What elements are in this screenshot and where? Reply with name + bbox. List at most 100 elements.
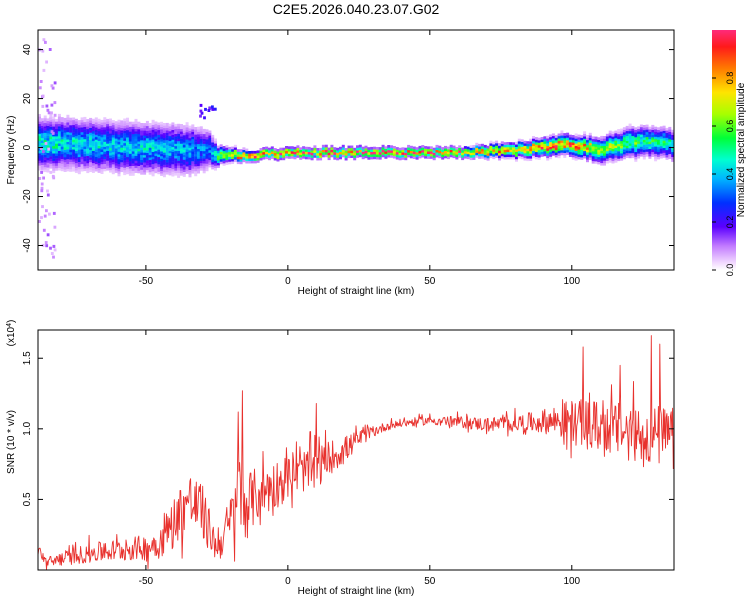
- heatmap-cell: [358, 152, 362, 155]
- heatmap-cell: [123, 123, 127, 127]
- heatmap-cell: [415, 157, 419, 160]
- snr-y-ticks: 0.51.01.5: [22, 351, 674, 506]
- heatmap-cell: [114, 121, 118, 124]
- heatmap-cell: [89, 135, 93, 138]
- heatmap-cell: [55, 138, 58, 142]
- heatmap-cell: [492, 144, 496, 147]
- heatmap-cell: [128, 141, 132, 144]
- heatmap-cell: [571, 142, 575, 146]
- heatmap-cell: [191, 153, 195, 157]
- heatmap-cell: [40, 162, 44, 165]
- heatmap-cell: [185, 158, 189, 162]
- heatmap-cell: [111, 147, 115, 150]
- heatmap-cell: [120, 154, 124, 158]
- heatmap-cell: [211, 139, 215, 143]
- heatmap-cell: [662, 147, 666, 151]
- heatmap-cell: [60, 131, 64, 135]
- heatmap-cell: [651, 127, 655, 130]
- heatmap-cell: [563, 140, 567, 144]
- heatmap-cell: [165, 125, 169, 129]
- heatmap-cell: [86, 160, 90, 164]
- heatmap-cell: [197, 158, 200, 162]
- heatmap-cell: [145, 125, 149, 129]
- heatmap-cell: [157, 161, 161, 165]
- heatmap-cell: [143, 164, 147, 168]
- heatmap-cell: [651, 154, 655, 157]
- heatmap-cell: [185, 141, 189, 145]
- heatmap-cell: [506, 154, 510, 157]
- heatmap-cell: [123, 160, 127, 163]
- heatmap-cell: [662, 142, 666, 146]
- heatmap-cell: [463, 155, 467, 159]
- heatmap-cell: [145, 155, 149, 158]
- heatmap-cell: [568, 139, 572, 143]
- heatmap-cell: [66, 136, 70, 140]
- heatmap-cell: [74, 118, 78, 122]
- heatmap-cell: [160, 163, 164, 167]
- heatmap-cell: [299, 157, 303, 160]
- heatmap-cell: [637, 133, 641, 137]
- heatmap-cell: [151, 161, 155, 165]
- heatmap-cell: [287, 156, 291, 159]
- y-tick-label: 1.5: [22, 351, 33, 365]
- heatmap-cell: [637, 141, 641, 144]
- heatmap-cell: [648, 148, 652, 152]
- heatmap-cell: [480, 151, 484, 154]
- heatmap-cell: [111, 149, 115, 153]
- heatmap-cell: [80, 166, 84, 170]
- heatmap-cell: [617, 158, 621, 162]
- heatmap-cell: [586, 144, 589, 148]
- heatmap-cell: [43, 115, 47, 119]
- heatmap-cell: [106, 145, 110, 149]
- heatmap-cell: [608, 133, 612, 136]
- heatmap-cell: [154, 168, 158, 171]
- heatmap-cell: [97, 131, 101, 134]
- heatmap-cell: [208, 130, 212, 134]
- heatmap-speckle: [51, 174, 55, 178]
- heatmap-cell: [180, 146, 183, 149]
- heatmap-cell: [517, 141, 521, 144]
- heatmap-cell: [412, 149, 416, 152]
- heatmap-cell: [588, 145, 592, 148]
- heatmap-cell: [74, 153, 78, 156]
- heatmap-cell: [239, 149, 243, 152]
- heatmap-cell: [313, 150, 317, 153]
- heatmap-cell: [654, 148, 658, 152]
- heatmap-cell: [117, 151, 121, 155]
- heatmap-cell: [137, 148, 141, 152]
- heatmap-cell: [202, 148, 206, 152]
- heatmap-cell: [600, 148, 604, 151]
- heatmap-cell: [69, 144, 73, 148]
- heatmap-cell: [637, 148, 641, 152]
- heatmap-cell: [617, 143, 621, 147]
- heatmap-cell: [537, 152, 541, 156]
- heatmap-cell: [117, 122, 121, 125]
- heatmap-cell: [168, 165, 172, 168]
- heatmap-cell: [625, 152, 629, 156]
- heatmap-cell: [80, 137, 84, 140]
- heatmap-cell: [114, 158, 118, 161]
- heatmap-cell: [182, 147, 186, 150]
- heatmap-cell: [60, 163, 64, 167]
- heatmap-cell: [495, 148, 499, 151]
- heatmap-cell: [671, 144, 674, 148]
- heatmap-cell: [571, 152, 575, 155]
- heatmap-cell: [199, 126, 203, 129]
- heatmap-cell: [165, 149, 169, 153]
- heatmap-cell: [216, 145, 220, 149]
- heatmap-cell: [182, 127, 186, 131]
- heatmap-cell: [103, 166, 107, 169]
- heatmap-cell: [631, 145, 635, 149]
- heatmap-cell: [199, 145, 203, 149]
- heatmap-cell: [100, 151, 104, 155]
- heatmap-cell: [117, 166, 121, 169]
- heatmap-cell: [194, 144, 198, 147]
- heatmap-cell: [143, 137, 147, 141]
- heatmap-cell: [600, 145, 604, 149]
- heatmap-cell: [38, 153, 41, 156]
- heatmap-cell: [91, 145, 95, 149]
- heatmap-cell: [316, 155, 320, 158]
- heatmap-speckle: [52, 244, 56, 248]
- heatmap-cell: [648, 151, 652, 154]
- snr-y-axis-label: SNR (10 * v/v): [6, 410, 17, 474]
